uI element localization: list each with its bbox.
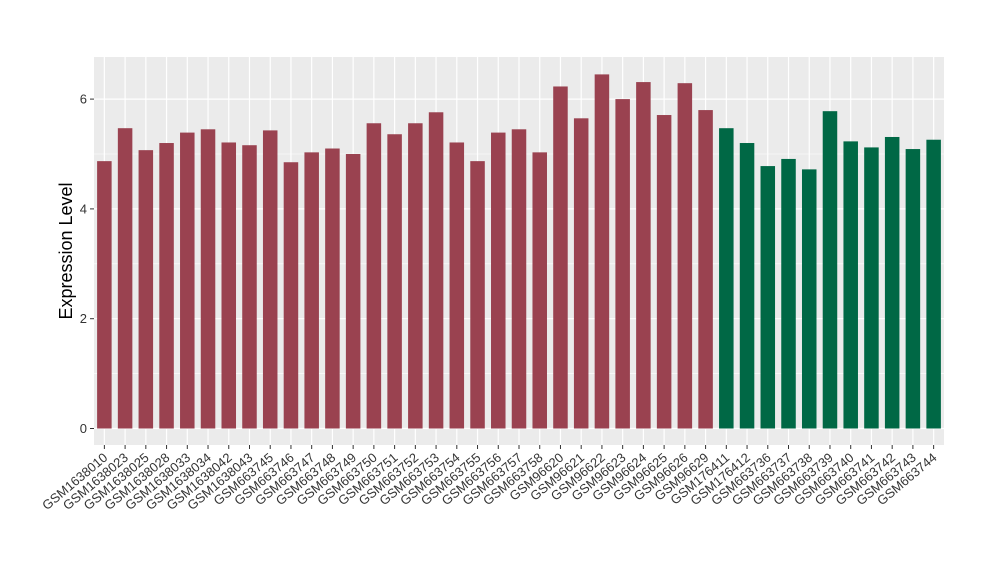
bar-GSM663749 [345, 154, 361, 429]
bar-GSM663745 [262, 130, 278, 429]
bar-GSM96626 [677, 83, 693, 429]
bar-GSM663736 [760, 166, 776, 429]
bar-GSM663737 [781, 158, 796, 429]
bar-GSM663740 [843, 141, 858, 429]
bar-GSM96621 [573, 118, 589, 429]
bar-GSM663741 [864, 147, 879, 429]
y-tick-label: 0 [80, 421, 87, 436]
bar-GSM663752 [408, 123, 423, 429]
bar-GSM96620 [553, 86, 568, 429]
bar-GSM663739 [822, 111, 838, 429]
bar-GSM96624 [636, 82, 651, 429]
bar-GSM1638042 [221, 142, 237, 429]
bar-GSM663753 [428, 112, 444, 429]
bars [97, 74, 941, 429]
y-tick-label: 2 [80, 311, 87, 326]
bar-GSM663738 [801, 169, 817, 429]
bar-GSM1638010 [97, 161, 112, 429]
bar-GSM663742 [884, 136, 900, 429]
y-tick-label: 4 [80, 201, 87, 216]
bar-GSM663750 [366, 123, 382, 429]
bar-GSM1638025 [138, 150, 154, 429]
bar-GSM96622 [594, 74, 610, 429]
bar-GSM663747 [304, 152, 319, 429]
bar-GSM663751 [387, 134, 402, 429]
bar-GSM663755 [470, 161, 485, 429]
x-axis: GSM1638010GSM1638023GSM1638025GSM1638028… [39, 445, 940, 513]
bar-GSM1638028 [159, 143, 174, 429]
bar-GSM663746 [283, 162, 299, 429]
bar-GSM1638034 [200, 129, 216, 429]
bar-GSM1638023 [117, 128, 133, 429]
bar-GSM663757 [511, 129, 527, 429]
bar-GSM663758 [532, 152, 547, 429]
bar-GSM663756 [491, 132, 506, 429]
bar-GSM1638033 [180, 132, 195, 429]
y-axis: 0 2 4 6 [80, 92, 94, 436]
bar-GSM663748 [325, 148, 340, 429]
bar-GSM1638043 [242, 145, 257, 429]
bar-GSM663754 [449, 142, 465, 429]
bar-GSM663744 [926, 139, 941, 429]
bar-GSM663743 [905, 149, 921, 429]
bar-GSM96623 [615, 99, 630, 429]
y-tick-label: 6 [80, 92, 87, 107]
bar-GSM176412 [739, 143, 755, 429]
y-axis-title: Expression Level [56, 182, 76, 319]
bar-GSM96625 [656, 115, 672, 429]
bar-GSM96629 [698, 110, 713, 429]
bar-GSM176411 [719, 128, 734, 429]
